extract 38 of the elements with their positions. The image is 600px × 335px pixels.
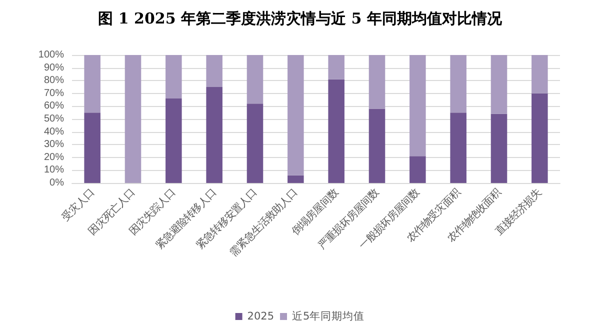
y-tick-label: 100% [38, 50, 64, 60]
bar [166, 55, 182, 99]
bar [490, 55, 508, 114]
y-tick-label: 50% [44, 114, 64, 124]
bar [84, 112, 100, 183]
y-tick-label: 20% [44, 152, 64, 163]
y-tick-label: 10% [44, 164, 64, 176]
y-tick-label: 60% [44, 100, 64, 112]
bar [246, 55, 264, 104]
bar [450, 112, 466, 183]
bar [532, 93, 548, 183]
bar [450, 55, 466, 113]
legend-label: 近5年同期均值 [292, 310, 365, 322]
y-tick-label: 80% [44, 75, 64, 86]
bar [328, 55, 344, 80]
bar [328, 79, 344, 183]
bar [206, 55, 222, 87]
bar [368, 108, 386, 183]
bar [532, 55, 548, 94]
bar [490, 114, 508, 183]
bar [246, 104, 264, 183]
chart-title: 图 1 2025 年第二季度洪涝灾情与近 5 年同期均值对比情况 [98, 10, 503, 28]
y-tick-label: 90% [44, 62, 64, 74]
bar [410, 156, 426, 183]
bar [166, 98, 182, 183]
y-tick-label: 0% [50, 178, 64, 188]
bar [288, 175, 304, 183]
y-tick-label: 30% [44, 139, 64, 150]
bar [206, 87, 222, 183]
y-tick-label: 70% [44, 88, 64, 99]
y-tick-label: 40% [44, 126, 64, 138]
legend-label: 2025 [247, 310, 274, 322]
bar [410, 55, 426, 156]
bar [124, 55, 142, 183]
x-tick-label: 受灾人口 [60, 186, 97, 224]
bar [368, 55, 386, 109]
bar [288, 55, 304, 176]
bar [84, 55, 100, 113]
